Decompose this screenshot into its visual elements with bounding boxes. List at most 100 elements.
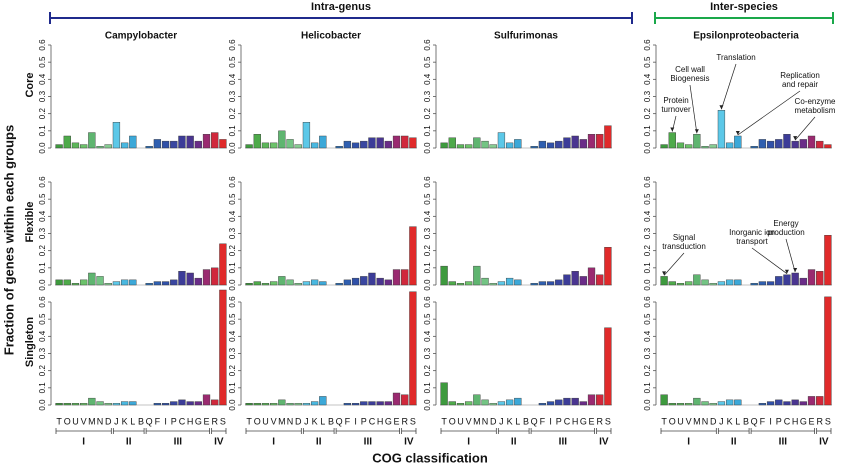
x-tick-label: H <box>187 416 194 426</box>
bar <box>368 137 376 149</box>
bar <box>80 279 88 286</box>
y-tick-label: 0.5 <box>423 313 432 325</box>
bar <box>302 122 311 149</box>
annotation-arrowhead <box>735 130 740 135</box>
x-tick-label: O <box>669 416 676 426</box>
bar <box>538 140 547 149</box>
y-tick-label: 0.4 <box>643 210 652 222</box>
x-tick-label: E <box>394 416 400 426</box>
bar <box>170 140 178 149</box>
bar <box>563 397 571 406</box>
bar <box>440 265 448 286</box>
bar <box>170 401 178 406</box>
x-tick-label: I <box>769 416 772 426</box>
bar <box>88 272 96 286</box>
y-tick-label: 0.4 <box>643 330 652 342</box>
x-tick-label: S <box>220 416 226 426</box>
group-label: II <box>316 437 322 448</box>
bar <box>302 403 311 406</box>
bar <box>799 277 807 286</box>
bar <box>799 139 807 149</box>
annotation: transduction <box>662 242 706 251</box>
bar <box>701 279 709 286</box>
y-tick-label: 0.4 <box>228 73 237 85</box>
bar <box>368 401 376 406</box>
bar <box>799 401 807 406</box>
bar <box>153 403 162 406</box>
x-tick-label: R <box>596 416 603 426</box>
y-tick-label: 0.6 <box>423 296 432 308</box>
x-tick-label: K <box>312 416 318 426</box>
x-tick-label: P <box>556 416 562 426</box>
x-tick-label: G <box>195 416 202 426</box>
bar <box>481 140 489 149</box>
y-tick-label: 0.4 <box>228 330 237 342</box>
bar <box>473 265 481 286</box>
annotation-arrow <box>689 84 698 134</box>
bar <box>80 144 88 149</box>
x-tick-label: L <box>735 416 740 426</box>
y-tick-label: 0.2 <box>643 108 652 120</box>
bar <box>384 279 392 286</box>
bar <box>161 281 170 286</box>
y-tick-label: 0.3 <box>38 227 47 239</box>
y-tick-label: 0.4 <box>38 73 47 85</box>
bar <box>563 137 571 149</box>
bar <box>392 269 401 286</box>
bar <box>253 403 261 406</box>
x-tick-label: Q <box>146 416 153 426</box>
y-tick-label: 0.1 <box>228 382 237 394</box>
y-tick-label: 0.4 <box>38 210 47 222</box>
bar <box>360 140 368 149</box>
x-tick-label: N <box>482 416 489 426</box>
bar <box>668 132 676 149</box>
bar <box>401 394 409 406</box>
bar <box>514 397 522 406</box>
x-tick-label: C <box>179 416 186 426</box>
row-label: Flexible <box>24 202 36 243</box>
y-tick-label: 0.6 <box>643 39 652 51</box>
x-tick-label: V <box>686 416 692 426</box>
y-tick-label: 0.4 <box>228 210 237 222</box>
bar <box>530 283 538 286</box>
x-tick-label: D <box>105 416 112 426</box>
y-tick-label: 0.4 <box>423 330 432 342</box>
bar <box>270 281 278 286</box>
bar <box>120 142 129 149</box>
bar <box>563 274 571 286</box>
bar <box>219 289 227 406</box>
bar <box>505 399 514 406</box>
column-title: Epsilonproteobacteria <box>693 31 799 42</box>
bar <box>310 279 319 286</box>
annotation-arrowhead <box>793 267 798 272</box>
bar <box>376 401 384 406</box>
column-title: Helicobacter <box>301 31 361 42</box>
x-tick-label: B <box>328 416 334 426</box>
bar <box>202 269 211 286</box>
bar <box>351 142 360 149</box>
bar <box>775 139 783 149</box>
y-tick-label: 0.6 <box>38 296 47 308</box>
x-tick-label: F <box>345 416 351 426</box>
bar <box>596 274 604 286</box>
bar <box>660 394 668 406</box>
bar <box>489 403 497 406</box>
header-label: Intra-genus <box>311 1 371 13</box>
bar <box>596 134 604 149</box>
bar <box>783 274 791 286</box>
bar <box>368 272 376 286</box>
bar <box>270 142 278 149</box>
bar <box>497 281 506 286</box>
bar <box>384 140 392 149</box>
bar <box>587 267 596 286</box>
bar <box>120 401 129 406</box>
column-title: Campylobacter <box>105 31 177 42</box>
x-tick-label: Q <box>531 416 538 426</box>
annotation: turnover <box>661 105 691 114</box>
bar <box>96 401 104 406</box>
y-tick-label: 0.5 <box>423 193 432 205</box>
bar <box>219 139 227 149</box>
bar <box>668 281 676 286</box>
x-tick-label: D <box>710 416 717 426</box>
bar <box>376 137 384 149</box>
